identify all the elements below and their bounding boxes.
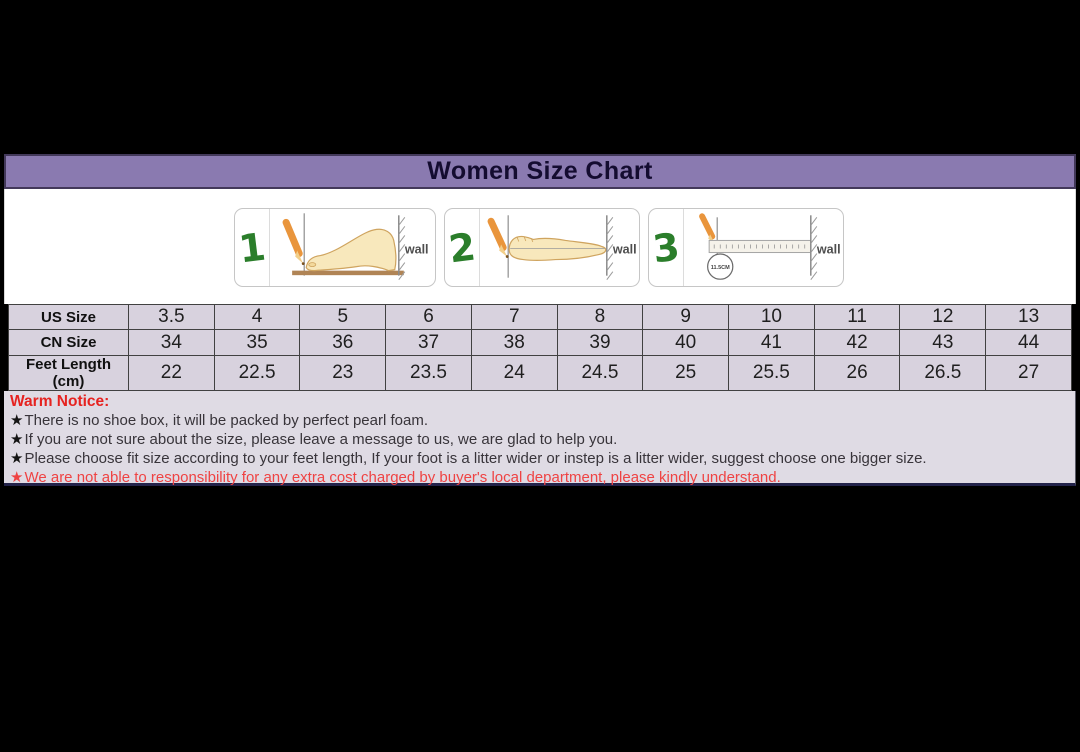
warm-notice: Warm Notice: ★There is no shoe box, it w… bbox=[4, 390, 1076, 487]
wall-label: wall bbox=[612, 243, 637, 257]
size-cell: 39 bbox=[556, 329, 644, 356]
size-cell: 13 bbox=[985, 303, 1072, 331]
notice-text: If you are not sure about the size, plea… bbox=[24, 430, 618, 448]
toe-detail bbox=[308, 262, 317, 268]
row-label: Feet Length (cm) bbox=[8, 354, 129, 391]
size-cell: 5 bbox=[299, 303, 387, 331]
measure-step-2: 2 wall bbox=[444, 208, 640, 287]
size-cell: 26.5 bbox=[899, 354, 987, 391]
wall-label: wall bbox=[404, 243, 429, 257]
size-table-body: US Size 3.5 4 5 6 7 8 9 10 11 12 13 CN Size 34 35 36 37 3… bbox=[8, 303, 1072, 391]
size-cell: 24.5 bbox=[556, 354, 644, 391]
pencil-icon bbox=[487, 217, 509, 258]
top-letterbox bbox=[0, 0, 1080, 154]
size-cell: 4 bbox=[213, 303, 301, 331]
foot-side-measure-icon: wall bbox=[282, 213, 429, 280]
size-cell: 43 bbox=[899, 329, 987, 356]
star-icon: ★ bbox=[10, 430, 24, 448]
step-number-box: 3 bbox=[649, 209, 684, 286]
step-2-number: 2 bbox=[446, 224, 478, 271]
size-cell: 38 bbox=[470, 329, 558, 356]
size-cell: 23 bbox=[299, 354, 387, 391]
step-number-box: 2 bbox=[445, 209, 480, 286]
ruler-icon bbox=[708, 239, 812, 254]
size-cell: 23.5 bbox=[385, 354, 472, 391]
chart-header: Women Size Chart bbox=[4, 154, 1076, 189]
foot-side-shape bbox=[305, 228, 397, 272]
size-cell: 7 bbox=[470, 303, 558, 331]
size-cell: 10 bbox=[728, 303, 815, 331]
notice-list: ★There is no shoe box, it will be packed… bbox=[10, 411, 1069, 487]
size-cell: 22.5 bbox=[213, 354, 301, 391]
size-cell: 44 bbox=[985, 329, 1072, 356]
row-label: CN Size bbox=[8, 329, 129, 356]
measure-steps-strip: 1 wall bbox=[4, 189, 1076, 304]
size-cell: 24 bbox=[470, 354, 558, 391]
row-label: US Size bbox=[8, 303, 129, 331]
pencil-icon bbox=[282, 218, 305, 266]
size-cell: 27 bbox=[985, 354, 1072, 391]
size-cell: 40 bbox=[642, 329, 730, 356]
wall-hatch-icon bbox=[398, 215, 406, 280]
notice-text: We are not able to responsibility for an… bbox=[24, 468, 781, 486]
step-3-drawing: 11.5CM wall bbox=[684, 209, 843, 286]
size-cell: 41 bbox=[728, 329, 815, 356]
size-cell: 42 bbox=[813, 329, 901, 356]
notice-line: ★There is no shoe box, it will be packed… bbox=[10, 411, 1069, 430]
step-3-number: 3 bbox=[650, 224, 682, 271]
table-row: CN Size 34 35 36 37 38 39 40 41 42 43 44 bbox=[8, 329, 1072, 356]
size-cell: 37 bbox=[385, 329, 472, 356]
measured-length-circle: 11.5CM bbox=[707, 253, 734, 280]
size-cell: 9 bbox=[642, 303, 730, 331]
size-cell: 36 bbox=[299, 329, 387, 356]
notice-line: ★We are not able to responsibility for a… bbox=[10, 468, 1069, 487]
table-row: Feet Length (cm) 22 22.5 23 23.5 24 24.5 25 25.5… bbox=[8, 354, 1072, 391]
size-cell: 3.5 bbox=[128, 303, 215, 331]
size-chart-image: Women Size Chart 1 bbox=[4, 154, 1076, 486]
size-cell: 34 bbox=[128, 329, 215, 356]
size-cell: 25 bbox=[642, 354, 730, 391]
star-icon: ★ bbox=[10, 411, 24, 429]
table-row: US Size 3.5 4 5 6 7 8 9 10 11 12 13 bbox=[8, 303, 1072, 331]
size-cell: 11 bbox=[813, 303, 901, 331]
size-cell: 22 bbox=[128, 354, 215, 391]
measured-length-label: 11.5CM bbox=[711, 265, 730, 271]
size-cell: 8 bbox=[556, 303, 644, 331]
star-icon: ★ bbox=[10, 449, 24, 467]
measure-step-1: 1 wall bbox=[234, 208, 436, 287]
notice-text: Please choose fit size according to your… bbox=[24, 449, 927, 467]
notice-text: There is no shoe box, it will be packed … bbox=[24, 411, 428, 429]
notice-line: ★If you are not sure about the size, ple… bbox=[10, 430, 1069, 449]
page-title: Women Size Chart bbox=[427, 157, 653, 185]
size-cell: 6 bbox=[385, 303, 472, 331]
wall-label: wall bbox=[816, 243, 841, 257]
step-1-drawing: wall bbox=[270, 209, 435, 286]
ruler-measure-icon: 11.5CM wall bbox=[699, 213, 841, 281]
star-icon: ★ bbox=[10, 468, 24, 486]
size-table: US Size 3.5 4 5 6 7 8 9 10 11 12 13 CN Size 34 35 36 37 3… bbox=[8, 303, 1072, 391]
measuring-board bbox=[292, 270, 404, 276]
size-cell: 26 bbox=[813, 354, 901, 391]
wall-hatch-icon bbox=[606, 215, 614, 281]
measure-step-3: 3 11.5CM bbox=[648, 208, 844, 287]
step-2-drawing: wall bbox=[480, 209, 639, 286]
toes-detail bbox=[516, 236, 534, 243]
notice-heading: Warm Notice: bbox=[10, 392, 110, 410]
foot-top-measure-icon: wall bbox=[487, 215, 637, 281]
wall-hatch-icon bbox=[810, 215, 818, 281]
bottom-letterbox bbox=[0, 482, 1080, 752]
size-cell: 35 bbox=[213, 329, 301, 356]
step-1-number: 1 bbox=[236, 224, 268, 271]
step-number-box: 1 bbox=[235, 209, 270, 286]
size-cell: 12 bbox=[899, 303, 987, 331]
notice-line: ★Please choose fit size according to you… bbox=[10, 449, 1069, 468]
size-cell: 25.5 bbox=[728, 354, 815, 391]
